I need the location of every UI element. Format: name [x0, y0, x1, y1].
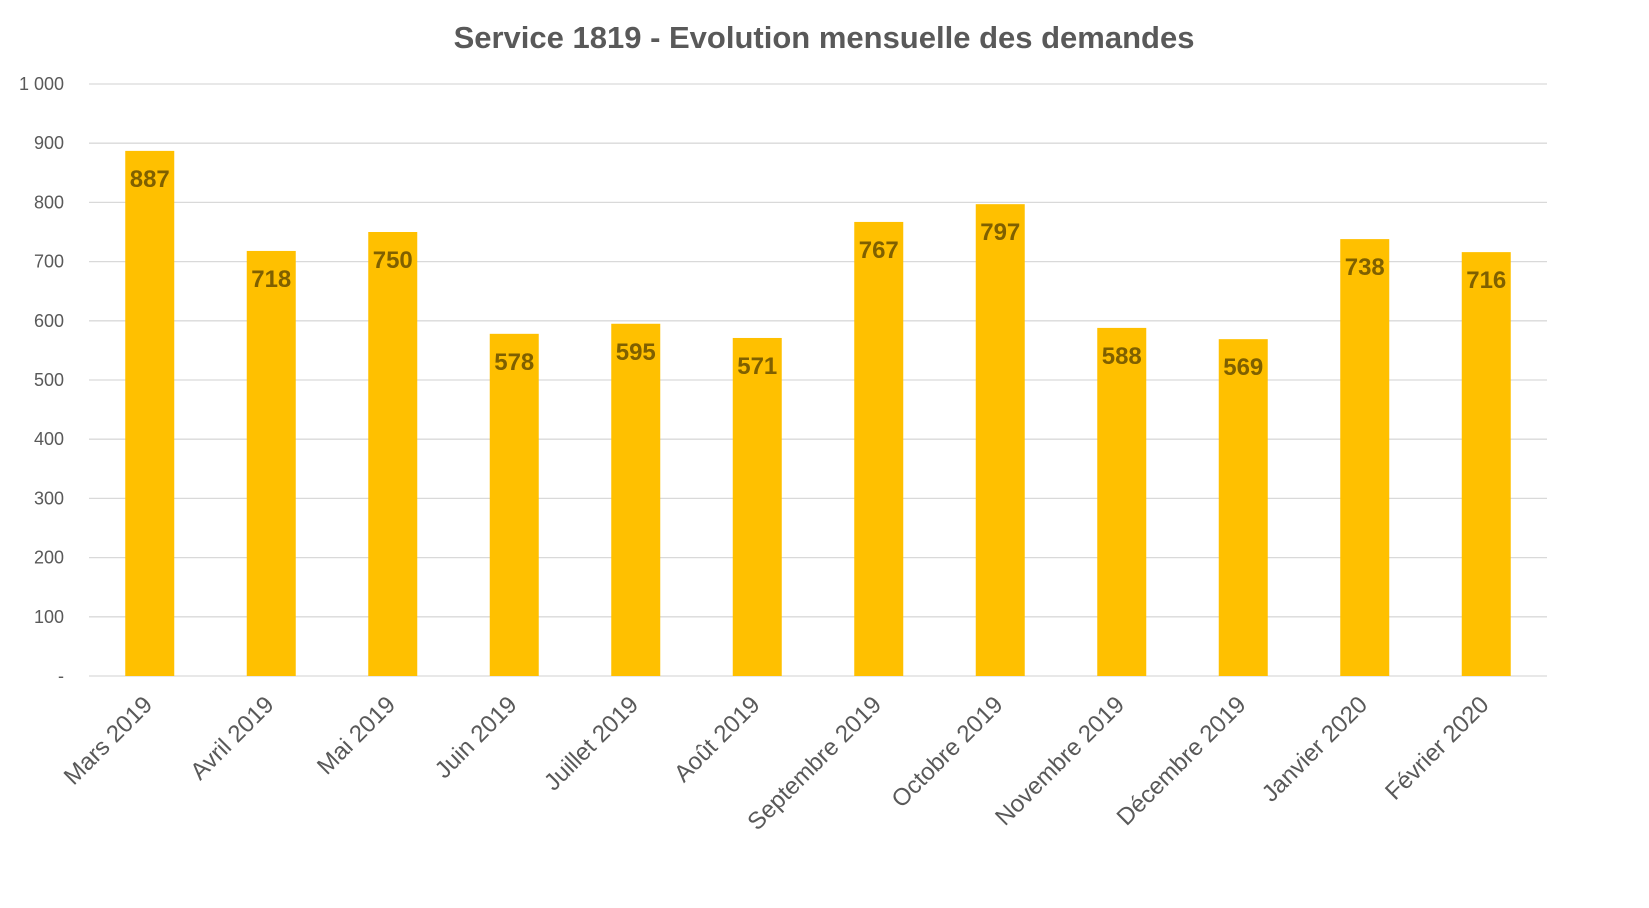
- x-axis: Mars 2019 Avril 2019 Mai 2019 Juin 2019 Juil…: [59, 691, 1495, 836]
- bar: [125, 150, 175, 676]
- x-tick-label: Août 2019: [669, 691, 765, 787]
- data-label: 767: [859, 237, 899, 264]
- y-tick-label: 1 000: [19, 74, 64, 94]
- bar: [1340, 239, 1390, 676]
- data-label: 588: [1102, 343, 1142, 370]
- data-label: 797: [980, 219, 1020, 246]
- bar: [1461, 252, 1511, 677]
- x-tick-label: Septembre 2019: [742, 691, 887, 836]
- x-tick-label: Juillet 2019: [539, 691, 644, 796]
- bar: [975, 204, 1025, 676]
- x-tick-label: Janvier 2020: [1257, 691, 1373, 807]
- data-labels: 887 718 750 578 595 571 767 797 588 569 738 716: [130, 166, 1507, 381]
- x-tick-label: Février 2020: [1380, 691, 1494, 805]
- x-tick-label: Mars 2019: [59, 691, 158, 790]
- y-tick-label: 100: [34, 607, 64, 627]
- data-label: 750: [373, 247, 413, 274]
- data-label: 595: [616, 339, 656, 366]
- data-label: 718: [251, 266, 291, 293]
- y-tick-label: -: [58, 666, 64, 686]
- x-tick-label: Novembre 2019: [990, 691, 1130, 831]
- y-tick-label: 500: [34, 370, 64, 390]
- x-tick-label: Juin 2019: [430, 691, 523, 784]
- data-label: 569: [1223, 354, 1263, 381]
- y-tick-label: 300: [34, 488, 64, 508]
- chart-title: Service 1819 - Evolution mensuelle des d…: [454, 20, 1195, 55]
- bar: [732, 337, 782, 676]
- bar: [246, 250, 296, 676]
- bar: [611, 323, 661, 676]
- data-label: 887: [130, 166, 170, 193]
- gridlines: [89, 83, 1547, 677]
- x-tick-label: Avril 2019: [185, 691, 279, 785]
- y-tick-label: 400: [34, 429, 64, 449]
- y-tick-label: 900: [34, 133, 64, 153]
- data-label: 738: [1345, 254, 1385, 281]
- x-tick-label: Octobre 2019: [887, 691, 1009, 813]
- data-label: 578: [494, 349, 534, 376]
- y-tick-label: 600: [34, 311, 64, 331]
- y-tick-label: 200: [34, 548, 64, 568]
- x-tick-label: Décembre 2019: [1112, 691, 1252, 831]
- y-tick-label: 700: [34, 252, 64, 272]
- bar: [1097, 327, 1147, 676]
- bar: [368, 232, 418, 676]
- x-tick-label: Mai 2019: [312, 691, 401, 780]
- bar: [854, 221, 904, 676]
- data-label: 716: [1466, 267, 1506, 294]
- bar: [1218, 339, 1268, 676]
- y-tick-label: 800: [34, 192, 64, 212]
- y-axis: - 100 200 300 400 500 600 700 800 900 1 000: [19, 74, 64, 686]
- bar: [489, 333, 539, 676]
- bars: [125, 150, 1511, 677]
- data-label: 571: [737, 353, 777, 380]
